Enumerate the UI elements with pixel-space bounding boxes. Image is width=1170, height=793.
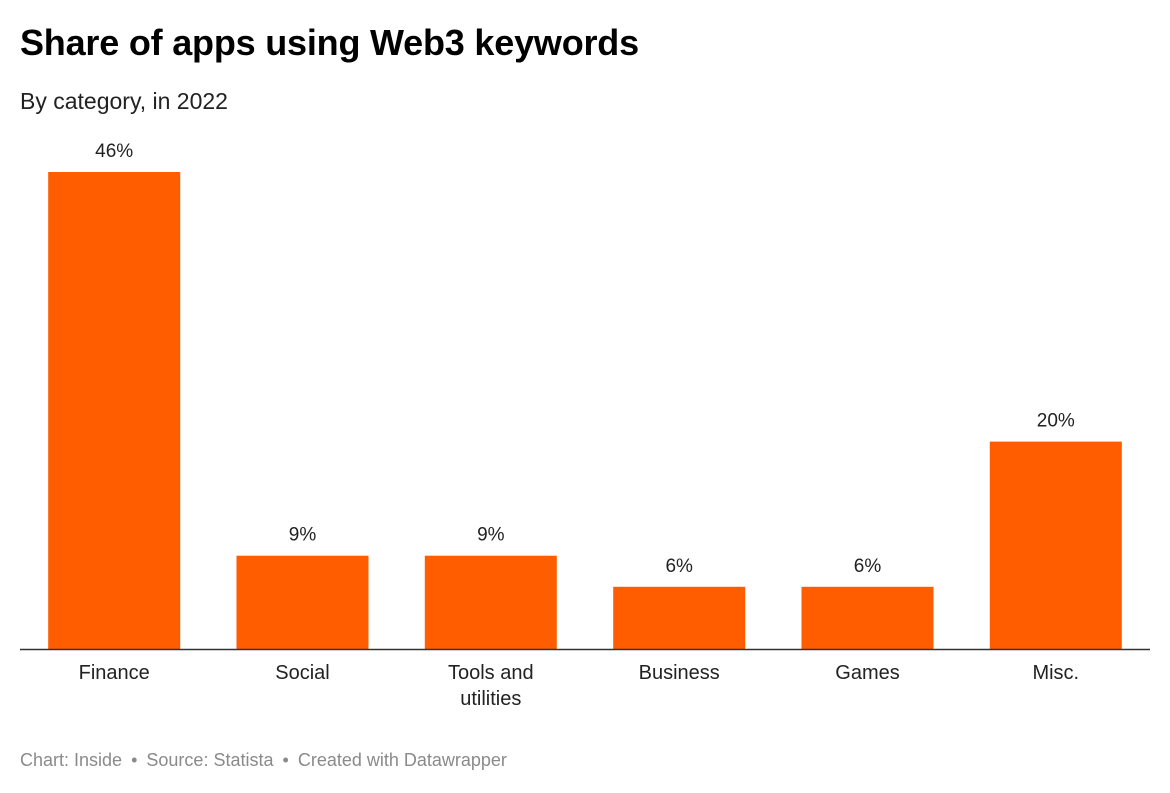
category-label: Games — [835, 662, 899, 684]
data-label: 9% — [289, 525, 317, 546]
chart-subtitle: By category, in 2022 — [20, 88, 228, 114]
data-label: 6% — [854, 556, 882, 577]
data-label: 9% — [477, 525, 505, 546]
category-label: Social — [275, 662, 329, 684]
bar-social — [236, 555, 369, 649]
bar-finance — [48, 172, 181, 649]
bar-chart: 46% Finance 9% Social 9% Tools and utilities 6%… — [20, 141, 1150, 710]
bar-games — [801, 586, 934, 649]
category-label: Misc. — [1032, 662, 1079, 684]
footer-separator: • — [282, 750, 289, 770]
category-label: Tools and — [448, 662, 534, 684]
category-label: utilities — [460, 688, 521, 710]
bar-misc — [989, 441, 1122, 649]
source-note: Source: Statista — [146, 750, 274, 770]
chart-footer: Chart: Inside • Source: Statista • Creat… — [20, 750, 507, 771]
data-label: 6% — [665, 556, 693, 577]
category-label: Finance — [79, 662, 150, 684]
data-label: 46% — [95, 141, 133, 162]
bar-tools-and-utilities — [424, 555, 557, 649]
chart-title: Share of apps using Web3 keywords — [20, 22, 639, 63]
bar-business — [613, 586, 746, 649]
data-label: 20% — [1037, 411, 1075, 432]
created-with-note: Created with Datawrapper — [297, 750, 507, 770]
footer-separator: • — [131, 750, 138, 770]
category-label: Business — [639, 662, 720, 684]
chart-credit: Chart: Inside — [20, 750, 123, 770]
